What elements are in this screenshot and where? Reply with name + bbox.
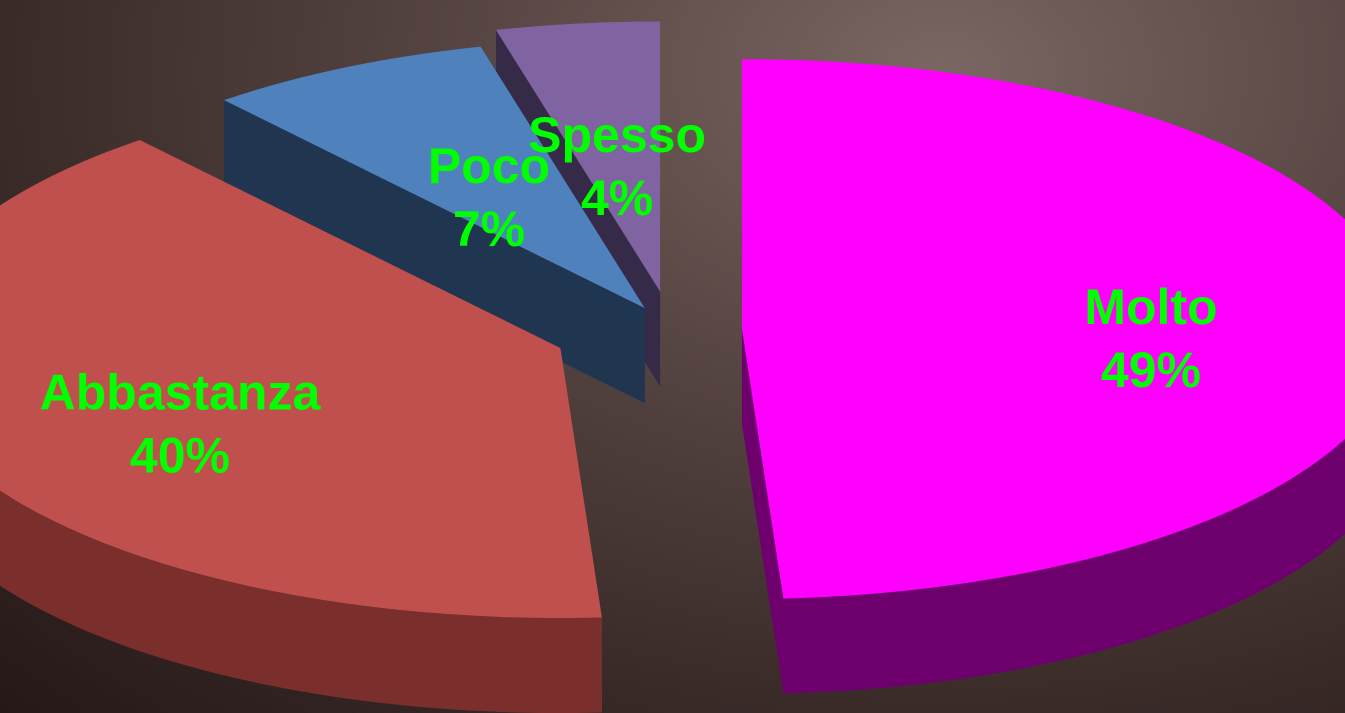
label-spesso-category: Spesso	[528, 107, 706, 163]
pie-labels: Spesso 4% Poco 7% Molto 49% Abbastanza 40%	[40, 107, 1218, 484]
slice-abbastanza	[0, 140, 602, 619]
label-molto-category: Molto	[1084, 279, 1217, 335]
slice-poco	[224, 46, 645, 309]
label-poco-category: Poco	[428, 138, 550, 194]
slice-molto-wall-1	[741, 329, 784, 694]
slice-poco-wall-0	[224, 100, 645, 404]
label-spesso-value: 4%	[581, 170, 653, 226]
label-poco-value: 7%	[453, 201, 525, 257]
pie-tops	[0, 21, 1345, 619]
label-abbastanza-category: Abbastanza	[40, 365, 322, 421]
slice-spesso	[495, 21, 661, 292]
slice-molto-rim-0	[783, 438, 1345, 694]
label-abbastanza-value: 40%	[130, 428, 230, 484]
label-molto-value: 49%	[1101, 342, 1201, 398]
slice-abbastanza-rim-0	[0, 490, 602, 713]
slice-molto	[741, 59, 1345, 599]
